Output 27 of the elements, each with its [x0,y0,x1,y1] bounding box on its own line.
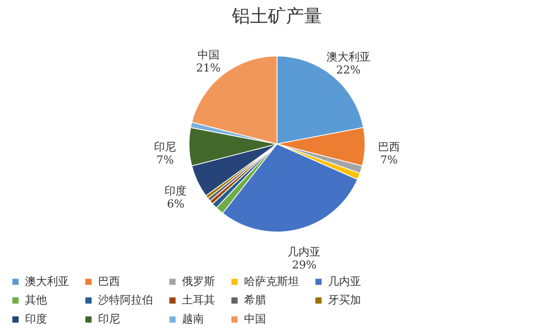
legend-label: 巴西 [98,274,120,288]
legend-label: 土耳其 [182,294,215,306]
slice-label: 印尼 [154,140,176,154]
legend-label: 牙买加 [328,294,361,306]
legend-label: 哈萨克斯坦 [244,274,299,288]
legend-label: 其他 [25,294,47,306]
slice-label: 印度 [164,184,187,198]
slice-label: 巴西 [378,140,400,154]
legend-label: 越南 [182,312,204,326]
legend-label: 印尼 [98,312,120,326]
legend-label: 几内亚 [328,274,361,288]
data-label: 21% [196,62,221,75]
legend-label: 俄罗斯 [182,274,215,288]
slice-label: 澳大利亚 [326,50,370,64]
legend-label: 印度 [25,312,47,326]
chart-title: 铝土矿产量 [231,6,322,27]
legend-label: 澳大利亚 [25,274,69,288]
slice-label: 几内亚 [288,246,321,259]
slice-label: 中国 [197,48,220,62]
legend-label: 中国 [244,312,266,326]
legend-label: 希腊 [244,294,266,306]
data-label: 6% [166,198,184,211]
data-label: 7% [380,154,398,167]
data-label: 29% [292,258,316,272]
data-label: 22% [336,64,361,77]
data-label: 7% [156,154,174,167]
legend-label: 沙特阿拉伯 [98,294,153,306]
